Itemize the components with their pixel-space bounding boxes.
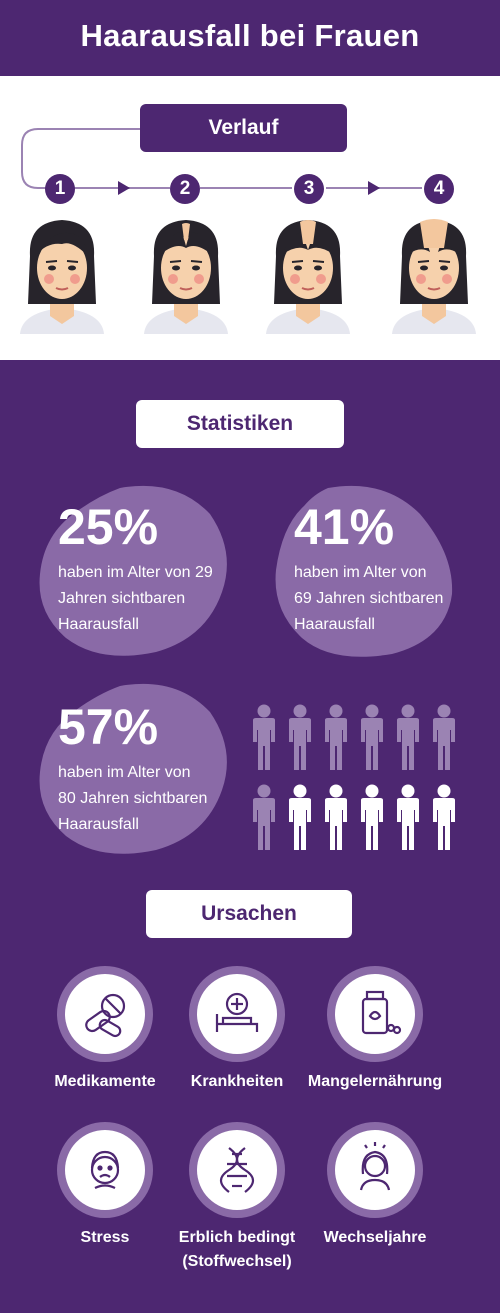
people-grid bbox=[248, 704, 468, 854]
stat-desc-2-line3: Haarausfall bbox=[294, 616, 375, 633]
cause-label-erblich: Erblich bedingt bbox=[178, 1229, 296, 1246]
person-icon bbox=[397, 704, 419, 770]
face-stage-2 bbox=[144, 220, 228, 334]
dna-icon bbox=[219, 1147, 255, 1193]
stat-blob-3 bbox=[39, 683, 227, 854]
stat-item-1: 25% haben im Alter von 29 Jahren sichtba… bbox=[58, 502, 213, 638]
stat-desc-2: haben im Alter von 69 Jahren sichtbaren … bbox=[294, 560, 443, 638]
stat-desc-1-line3: Haarausfall bbox=[58, 616, 139, 633]
hospital-bed-icon bbox=[215, 992, 259, 1032]
person-icon bbox=[361, 704, 383, 770]
cause-label-stress: Stress bbox=[80, 1229, 130, 1246]
stat-value-3: 57% bbox=[58, 699, 159, 755]
stat-desc-2-line2: 69 Jahren sichtbaren bbox=[294, 590, 444, 607]
progression-heading: Verlauf bbox=[140, 104, 347, 152]
woman-icon bbox=[359, 1142, 391, 1191]
stressed-face-icon bbox=[90, 1150, 120, 1189]
stat-blob-2 bbox=[275, 485, 453, 657]
cause-label-mangelernaehrung: Mangelernährung bbox=[307, 1073, 443, 1090]
person-icon bbox=[253, 704, 275, 770]
pills-icon bbox=[85, 993, 126, 1038]
stat-desc-3-line3: Haarausfall bbox=[58, 816, 139, 833]
person-icon bbox=[289, 704, 311, 770]
progression-section: Verlauf 1 2 3 4 bbox=[0, 76, 500, 360]
person-icon bbox=[433, 704, 455, 770]
stat-blobs bbox=[39, 485, 453, 854]
stat-value-2: 41% bbox=[294, 499, 395, 555]
face-stage-4 bbox=[392, 219, 476, 334]
person-icon-highlighted bbox=[325, 784, 347, 850]
stat-desc-1: haben im Alter von 29 Jahren sichtbaren … bbox=[58, 560, 213, 638]
cause-label-wechseljahre: Wechseljahre bbox=[323, 1229, 427, 1246]
stat-desc-3: haben im Alter von 80 Jahren sichtbaren … bbox=[58, 760, 207, 838]
stat-desc-3-line2: 80 Jahren sichtbaren bbox=[58, 790, 208, 807]
causes-heading: Ursachen bbox=[146, 890, 352, 938]
person-icon-highlighted bbox=[289, 784, 311, 850]
person-icon bbox=[253, 784, 275, 850]
person-icon bbox=[325, 704, 347, 770]
stat-item-2: 41% haben im Alter von 69 Jahren sichtba… bbox=[294, 502, 443, 638]
progression-connector bbox=[21, 128, 422, 195]
header-banner: Haarausfall bei Frauen bbox=[0, 0, 500, 76]
step-2-badge: 2 bbox=[170, 174, 200, 204]
statistics-heading: Statistiken bbox=[136, 400, 344, 448]
stat-desc-1-line1: haben im Alter von 29 bbox=[58, 564, 213, 581]
face-stage-3 bbox=[266, 220, 350, 334]
stat-desc-2-line1: haben im Alter von bbox=[294, 564, 427, 581]
person-icon-highlighted bbox=[361, 784, 383, 850]
stat-item-3: 57% haben im Alter von 80 Jahren sichtba… bbox=[58, 702, 207, 838]
person-icon-highlighted bbox=[397, 784, 419, 850]
supplement-bottle-icon bbox=[361, 990, 402, 1035]
step-4-badge: 4 bbox=[424, 174, 454, 204]
cause-label-erblich-2: (Stoffwechsel) bbox=[182, 1253, 292, 1270]
face-stage-1 bbox=[20, 220, 104, 334]
step-3-badge: 3 bbox=[294, 174, 324, 204]
page-title: Haarausfall bei Frauen bbox=[80, 18, 420, 53]
stat-desc-3-line1: haben im Alter von bbox=[58, 764, 191, 781]
person-icon-highlighted bbox=[433, 784, 455, 850]
stat-blob-1 bbox=[39, 485, 227, 656]
stat-desc-1-line2: Jahren sichtbaren bbox=[58, 590, 186, 607]
cause-label-medikamente: Medikamente bbox=[54, 1073, 156, 1090]
step-1-badge: 1 bbox=[45, 174, 75, 204]
cause-label-krankheiten: Krankheiten bbox=[190, 1073, 284, 1090]
stat-value-1: 25% bbox=[58, 499, 159, 555]
